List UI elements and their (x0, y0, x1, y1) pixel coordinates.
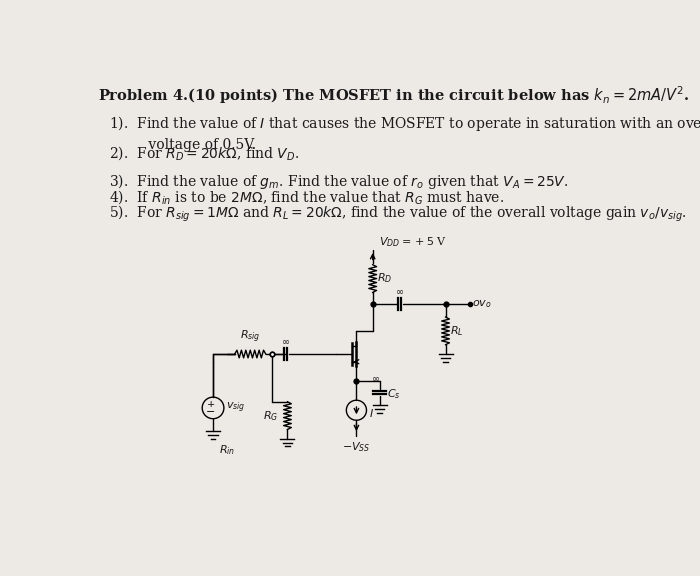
Text: $R_G$: $R_G$ (262, 409, 278, 423)
Text: $\infty$: $\infty$ (281, 338, 290, 346)
Text: −: − (206, 407, 216, 417)
Text: $V_{DD}=+5$ V: $V_{DD}=+5$ V (379, 235, 447, 248)
Text: $\infty$: $\infty$ (370, 374, 379, 383)
Text: $R_D$: $R_D$ (377, 272, 393, 286)
Text: $I$: $I$ (369, 407, 374, 419)
Text: $\infty$: $\infty$ (395, 287, 405, 296)
Text: $R_{in}$: $R_{in}$ (219, 444, 235, 457)
Text: $-V_{SS}$: $-V_{SS}$ (342, 440, 371, 454)
Text: $v_{sig}$: $v_{sig}$ (226, 401, 246, 415)
Text: $R_L$: $R_L$ (450, 324, 464, 338)
Text: 4).  If $R_{in}$ is to be $2M\Omega$, find the value that $R_G$ must have.: 4). If $R_{in}$ is to be $2M\Omega$, fin… (109, 188, 504, 206)
Text: $C_s$: $C_s$ (387, 387, 401, 401)
Text: 1).  Find the value of $I$ that causes the MOSFET to operate in saturation with : 1). Find the value of $I$ that causes th… (109, 114, 700, 152)
Text: Problem 4.(10 points) The MOSFET in the circuit below has $k_n = 2mA/V^2$.: Problem 4.(10 points) The MOSFET in the … (98, 85, 690, 106)
Text: 5).  For $R_{sig} = 1M\Omega$ and $R_L = 20k\Omega$, find the value of the overa: 5). For $R_{sig} = 1M\Omega$ and $R_L = … (109, 204, 687, 224)
Text: $R_{sig}$: $R_{sig}$ (240, 328, 260, 345)
Text: 2).  For $R_D = 20k\Omega$, find $V_D$.: 2). For $R_D = 20k\Omega$, find $V_D$. (109, 145, 300, 162)
Text: 3).  Find the value of $g_m$. Find the value of $r_o$ given that $V_A = 25V$.: 3). Find the value of $g_m$. Find the va… (109, 172, 568, 191)
Text: +: + (206, 400, 215, 410)
Text: $ov_o$: $ov_o$ (472, 298, 491, 310)
